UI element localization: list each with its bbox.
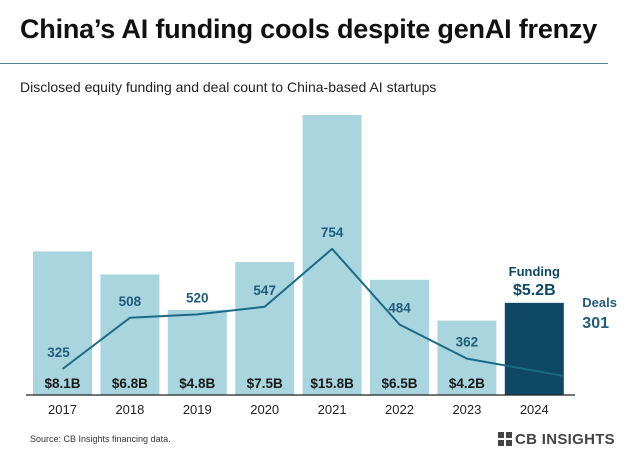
- deals-label-2021: 754: [321, 225, 344, 240]
- deals-annotation-value: 301: [582, 315, 609, 332]
- funding-bar-2020: [235, 262, 295, 395]
- funding-bar-2021: [302, 115, 362, 395]
- deals-line: [61, 247, 563, 377]
- cb-insights-logo: CB INSIGHTS: [498, 430, 615, 448]
- deals-annotation-label: Deals: [582, 295, 617, 310]
- x-tick-label-2024: 2024: [520, 402, 549, 417]
- funding-annotation-value: $5.2B: [513, 282, 556, 299]
- funding-annotation-label: Funding: [509, 264, 560, 279]
- funding-bar-2022: [370, 279, 429, 395]
- deals-label-2023: 362: [456, 335, 479, 350]
- deals-label-2018: 508: [119, 294, 142, 309]
- x-tick-label-2019: 2019: [183, 402, 212, 417]
- deals-label-2020: 547: [253, 283, 276, 298]
- title-divider: [0, 63, 608, 64]
- x-tick-label-2020: 2020: [250, 402, 279, 417]
- deals-label-2017: 325: [47, 345, 70, 360]
- funding-label-2022: $6.5B: [381, 376, 417, 391]
- funding-bar-2024: [504, 302, 564, 395]
- labels-layer: $8.1B 2017 $6.8B 2018 $4.8B 2019 $7.5B 2020 $15.…: [44, 225, 617, 417]
- funding-label-2020: $7.5B: [247, 376, 283, 391]
- deals-label-2019: 520: [186, 290, 209, 305]
- x-tick-label-2022: 2022: [385, 402, 414, 417]
- funding-bar-2018: [100, 274, 160, 395]
- funding-bar-2019: [167, 309, 227, 395]
- x-tick-label-2023: 2023: [452, 402, 481, 417]
- x-tick-label-2018: 2018: [115, 402, 144, 417]
- bars-layer: [33, 115, 564, 395]
- x-tick-label-2021: 2021: [318, 402, 347, 417]
- funding-label-2017: $8.1B: [44, 376, 80, 391]
- logo-text: CB INSIGHTS: [515, 430, 615, 448]
- deals-label-2022: 484: [388, 300, 411, 315]
- funding-label-2021: $15.8B: [310, 376, 354, 391]
- chart-subtitle: Disclosed equity funding and deal count …: [20, 79, 437, 95]
- funding-label-2018: $6.8B: [112, 376, 148, 391]
- cb-insights-logo-icon: [498, 432, 512, 446]
- deals-line-layer: [61, 247, 563, 377]
- x-tick-label-2017: 2017: [48, 402, 77, 417]
- funding-bar-2017: [33, 251, 92, 395]
- source-note: Source: CB Insights financing data.: [30, 434, 171, 444]
- funding-label-2019: $4.8B: [179, 376, 215, 391]
- chart-title: China’s AI funding cools despite genAI f…: [20, 14, 598, 44]
- funding-label-2023: $4.2B: [449, 376, 485, 391]
